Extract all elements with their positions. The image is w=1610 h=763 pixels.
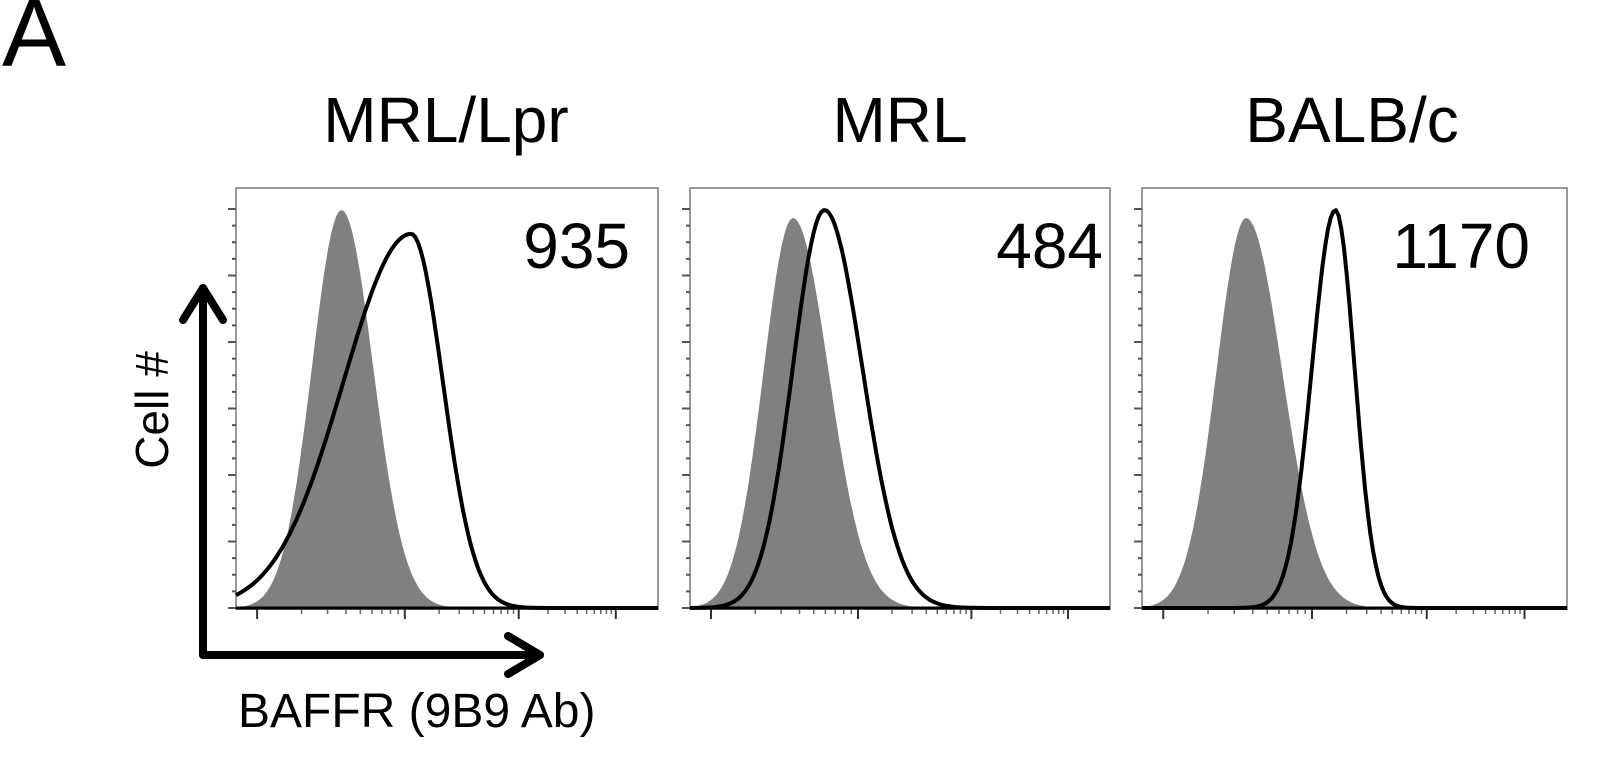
histogram-panel-2 <box>682 187 1111 619</box>
mfi-value-mrl-lpr: 935 <box>523 210 630 282</box>
panel-title-mrl: MRL <box>832 84 968 156</box>
panel-title-mrl-lpr: MRL/Lpr <box>323 84 569 156</box>
y-axis-label: Cell # <box>126 351 178 469</box>
panel-title-balbc: BALB/c <box>1245 84 1459 156</box>
mfi-value-mrl: 484 <box>996 210 1103 282</box>
mfi-value-balbc: 1170 <box>1392 210 1530 282</box>
control-histogram <box>1142 218 1567 608</box>
control-histogram <box>236 210 658 608</box>
control-histogram <box>690 218 1110 608</box>
x-arrow-head <box>504 632 544 678</box>
histogram-panel-3 <box>1134 187 1568 619</box>
axis-arrows <box>179 284 544 678</box>
histogram-panel-1 <box>228 187 659 619</box>
panel-letter: A <box>2 0 67 87</box>
y-arrow-head <box>179 284 227 324</box>
x-axis-label: BAFFR (9B9 Ab) <box>238 685 596 738</box>
